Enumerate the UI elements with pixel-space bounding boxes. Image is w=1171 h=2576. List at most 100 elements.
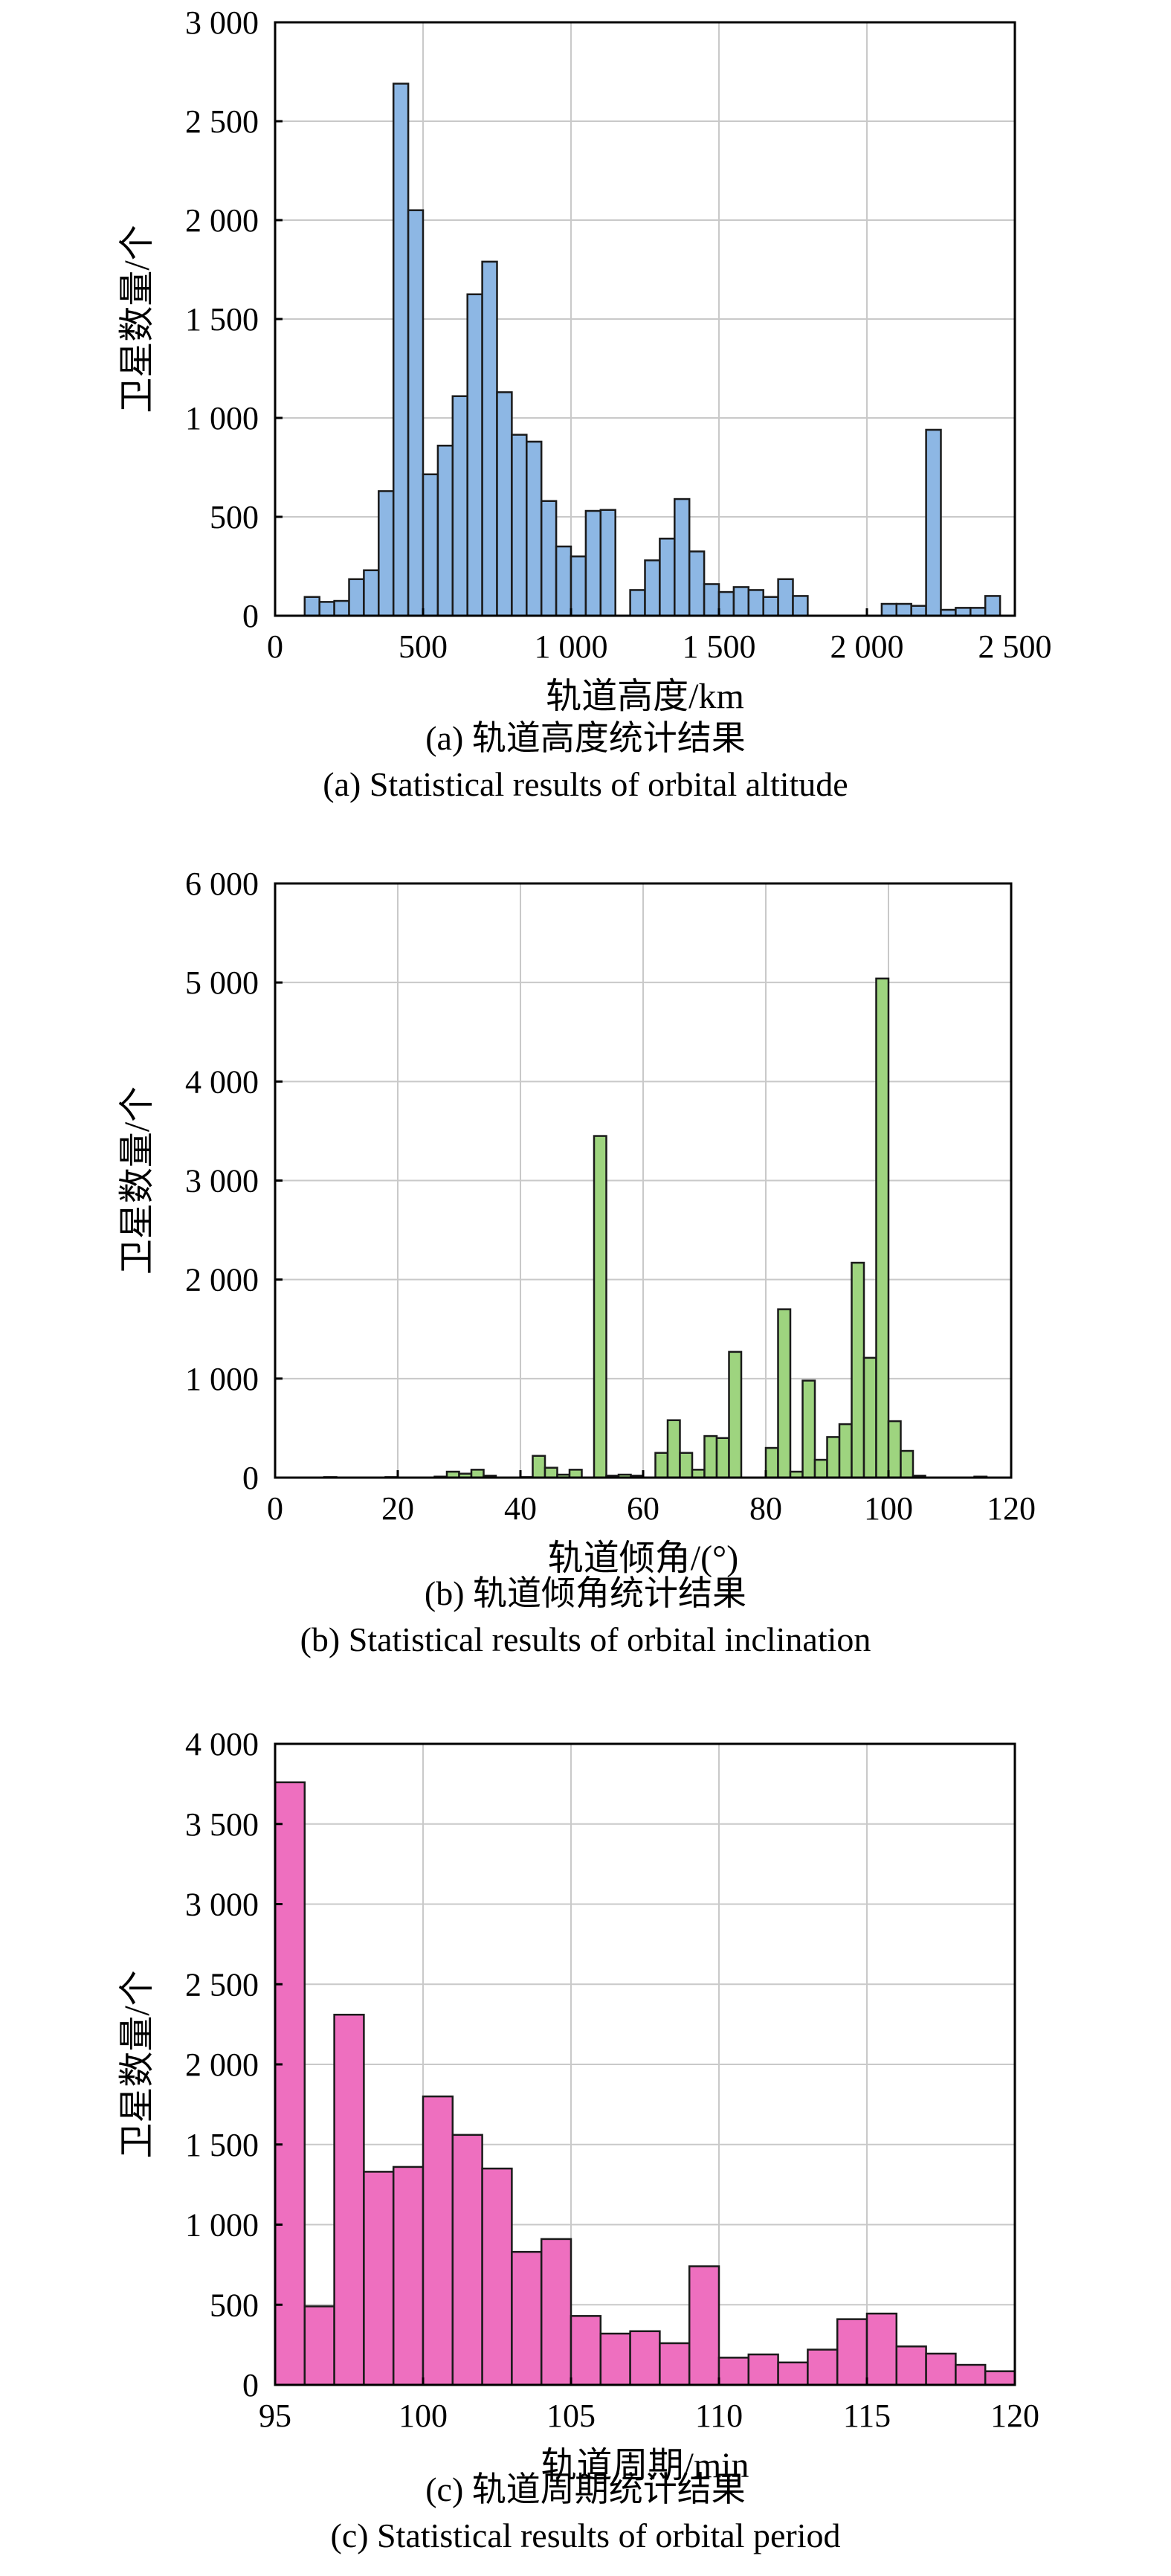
x-tick-label: 115 <box>843 2398 891 2434</box>
histogram-bar <box>762 596 779 617</box>
y-tick-label: 1 000 <box>185 1361 259 1397</box>
histogram-bar <box>629 589 646 617</box>
x-tick-label: 0 <box>267 628 283 665</box>
histogram-bar <box>691 1469 706 1479</box>
x-tick-label: 100 <box>399 2398 448 2434</box>
inclination-histogram: 0 20 40 60 80 100 120 0 1 000 2 000 3 000 4 000 5 00… <box>117 866 1036 1578</box>
histogram-bar <box>570 555 587 617</box>
histogram-bar <box>688 550 706 617</box>
period-histogram: 95 100 105 110 115 120 0 500 1 000 1 500 2 000 2 50… <box>117 1726 1039 2485</box>
histogram-bar <box>593 1135 607 1479</box>
histogram-bar <box>970 607 987 617</box>
y-axis-label: 卫星数量/个 <box>117 1086 157 1275</box>
y-tick-label: 3 000 <box>185 4 259 41</box>
x-tick-label: 2 000 <box>830 628 904 665</box>
x-tick-label: 120 <box>990 2398 1039 2434</box>
y-tick-label: 0 <box>242 598 259 634</box>
y-tick-label: 6 000 <box>185 866 259 902</box>
period-caption-en: (c) Statistical results of orbital perio… <box>330 2517 841 2554</box>
inclination-chart-panel: 0 20 40 60 80 100 120 0 1 000 2 000 3 000 4 000 5 00… <box>0 855 1171 1681</box>
x-tick-label: 2 500 <box>978 628 1052 665</box>
inclination-caption-cn: (b) 轨道倾角统计结果 <box>424 1574 747 1612</box>
y-tick-label: 1 000 <box>185 400 259 437</box>
x-tick-label: 40 <box>504 1490 537 1527</box>
histogram-bar <box>925 2352 957 2386</box>
histogram-bar <box>851 1261 865 1479</box>
histogram-bar <box>543 1466 558 1479</box>
histogram-bar <box>887 1420 902 1479</box>
y-axis-label: 卫星数量/个 <box>117 225 157 413</box>
y-tick-label: 2 000 <box>185 1262 259 1298</box>
histogram-bar <box>470 1469 485 1479</box>
histogram-bar <box>481 2167 513 2386</box>
y-tick-label: 5 000 <box>185 965 259 1001</box>
y-tick-label: 2 000 <box>185 202 259 239</box>
histogram-bar <box>925 428 942 617</box>
histogram-bar <box>363 569 380 617</box>
y-tick-label: 0 <box>242 1460 259 1496</box>
inclination-caption-en: (b) Statistical results of orbital incli… <box>300 1620 871 1658</box>
y-tick-label: 2 500 <box>185 103 259 140</box>
histogram-bar <box>836 2318 868 2386</box>
histogram-bar <box>407 209 425 617</box>
histogram-bar <box>717 590 735 617</box>
histogram-bar <box>807 2348 839 2386</box>
x-tick-label: 500 <box>399 628 448 665</box>
histogram-bar <box>801 1379 816 1479</box>
x-tick-label: 1 000 <box>535 628 608 665</box>
y-tick-label: 2 500 <box>185 1966 259 2003</box>
histogram-bar <box>511 434 528 617</box>
histogram-bar <box>511 2250 543 2386</box>
x-tick-label: 105 <box>546 2398 596 2434</box>
histogram-bar <box>703 583 720 617</box>
histogram-bar <box>715 1437 730 1479</box>
histogram-bar <box>910 605 927 617</box>
histogram-bar <box>363 2171 395 2386</box>
histogram-bar <box>436 444 454 617</box>
histogram-bar <box>555 545 572 617</box>
histogram-bar <box>303 596 320 617</box>
histogram-bar <box>584 509 602 617</box>
x-axis-label: 轨道周期/min <box>541 2446 749 2485</box>
histogram-bar <box>984 595 1001 617</box>
histogram-bar <box>481 260 498 617</box>
histogram-bar <box>717 2357 750 2386</box>
altitude-chart-panel: 0 500 1 000 1 500 2 000 2 500 0 500 1 000 1 500 2 … <box>0 0 1171 825</box>
y-tick-label: 3 000 <box>185 1163 259 1200</box>
histogram-bar <box>570 2315 602 2386</box>
histogram-bar <box>378 490 395 617</box>
x-tick-label: 60 <box>627 1490 659 1527</box>
histogram-bar <box>274 1781 306 2386</box>
histogram-bar <box>392 2166 425 2386</box>
histogram-bar <box>333 2013 365 2386</box>
histogram-bar <box>674 498 691 617</box>
y-tick-label: 0 <box>242 2367 259 2403</box>
histogram-bar <box>792 595 809 617</box>
histogram-bar <box>526 440 543 617</box>
histogram-bar <box>764 1446 779 1479</box>
histogram-bar <box>422 2095 454 2386</box>
y-tick-label: 4 000 <box>185 1063 259 1100</box>
histogram-bar <box>777 578 794 617</box>
y-tick-label: 2 000 <box>185 2047 259 2083</box>
y-tick-label: 4 000 <box>185 1726 259 1762</box>
x-axis-label: 轨道高度/km <box>546 677 744 716</box>
histogram-bar <box>777 2361 809 2386</box>
y-tick-label: 1 500 <box>185 2127 259 2163</box>
altitude-caption-en: (a) Statistical results of orbital altit… <box>323 765 848 803</box>
histogram-bar <box>496 391 513 617</box>
histogram-bar <box>777 1308 792 1479</box>
histogram-bar <box>880 602 898 617</box>
altitude-caption-cn: (a) 轨道高度统计结果 <box>425 719 746 757</box>
histogram-bar <box>838 1423 853 1479</box>
histogram-bar <box>813 1458 828 1479</box>
histogram-bar <box>654 1452 669 1479</box>
histogram-bar <box>659 2342 691 2386</box>
histogram-bar <box>644 559 661 617</box>
period-caption-cn: (c) 轨道周期统计结果 <box>425 2470 746 2508</box>
histogram-bar <box>728 1350 743 1479</box>
histogram-bar <box>451 2134 483 2386</box>
histogram-bar <box>984 2370 1016 2386</box>
histogram-bar <box>862 1356 877 1479</box>
histogram-bar <box>875 977 890 1479</box>
